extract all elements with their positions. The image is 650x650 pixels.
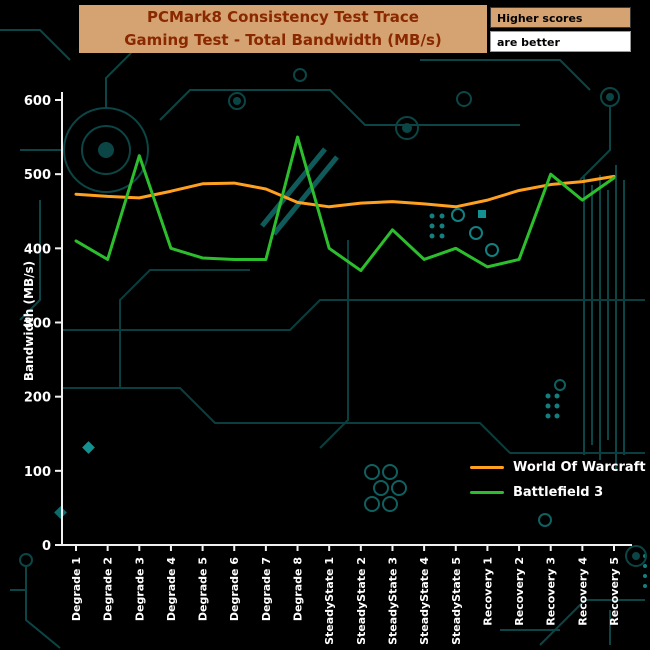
svg-text:600: 600 [24, 94, 51, 109]
svg-text:Recovery 5: Recovery 5 [608, 557, 621, 626]
svg-text:Degrade 4: Degrade 4 [165, 557, 178, 621]
y-axis-label: Bandwidth (MB/s) [22, 260, 36, 382]
svg-text:500: 500 [24, 168, 51, 183]
are-better-badge: are better [490, 31, 631, 52]
circuit-board-decoration [0, 29, 647, 649]
svg-text:100: 100 [24, 465, 51, 480]
svg-text:SteadyState 4: SteadyState 4 [418, 557, 431, 645]
world-of-warcraft-line-swatch [470, 466, 504, 469]
legend: World Of Warcraft Battlefield 3 [470, 455, 646, 505]
svg-text:Degrade 5: Degrade 5 [197, 557, 210, 621]
svg-text:300: 300 [24, 317, 51, 332]
svg-text:400: 400 [24, 242, 51, 257]
svg-text:200: 200 [24, 391, 51, 406]
svg-text:Recovery 4: Recovery 4 [576, 557, 589, 626]
svg-text:Degrade 2: Degrade 2 [102, 557, 115, 621]
chart-title-line2: Gaming Test - Total Bandwidth (MB/s) [124, 31, 442, 50]
svg-text:SteadyState 5: SteadyState 5 [450, 557, 463, 645]
svg-text:Degrade 1: Degrade 1 [70, 557, 83, 621]
svg-text:Degrade 7: Degrade 7 [260, 557, 273, 621]
svg-text:Recovery 3: Recovery 3 [545, 557, 558, 626]
chart-title-line1: PCMark8 Consistency Test Trace [147, 8, 419, 26]
svg-text:Degrade 8: Degrade 8 [292, 557, 305, 621]
svg-text:Degrade 6: Degrade 6 [228, 557, 241, 621]
legend-item-battlefield-3: Battlefield 3 [470, 480, 646, 505]
svg-text:SteadyState 1: SteadyState 1 [323, 557, 336, 645]
svg-text:SteadyState 3: SteadyState 3 [386, 557, 399, 645]
legend-label-battlefield-3: Battlefield 3 [513, 485, 604, 500]
plot-layer: 0 100 200 300 400 500 600 Degrade 1 Degrade 2 Deg… [24, 92, 632, 645]
legend-label-world-of-warcraft: World Of Warcraft [513, 460, 646, 475]
svg-text:Recovery 2: Recovery 2 [513, 557, 526, 626]
legend-item-world-of-warcraft: World Of Warcraft [470, 455, 646, 480]
svg-text:SteadyState 2: SteadyState 2 [355, 557, 368, 645]
svg-text:Degrade 3: Degrade 3 [133, 557, 146, 621]
higher-scores-badge: Higher scores [490, 7, 631, 28]
battlefield-3-line-swatch [470, 491, 504, 494]
title-banner: PCMark8 Consistency Test Trace Gaming Te… [79, 5, 487, 53]
svg-text:Recovery 1: Recovery 1 [481, 557, 494, 626]
svg-text:0: 0 [42, 539, 51, 554]
